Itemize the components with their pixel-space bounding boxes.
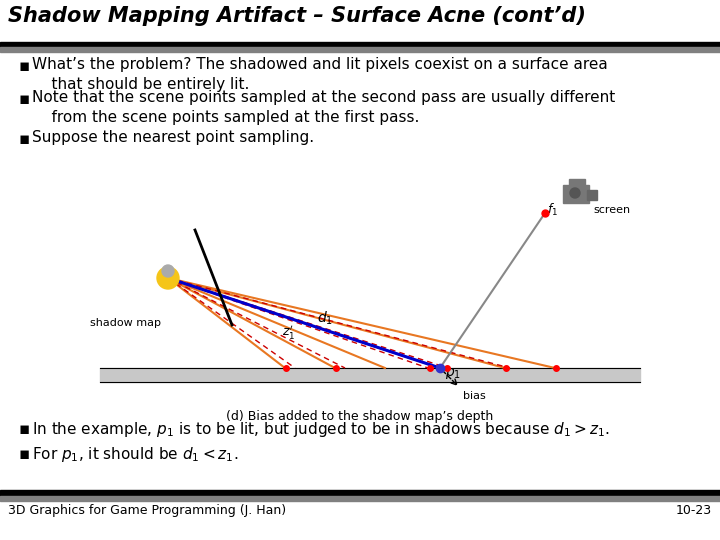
Text: $f_1$: $f_1$ [547, 202, 558, 218]
Bar [587, 190, 597, 200]
Bar [0, 42, 720, 47]
Text: Suppose the nearest point sampling.: Suppose the nearest point sampling. [32, 130, 314, 145]
Text: $d_1$: $d_1$ [318, 310, 333, 327]
Text: ▪: ▪ [18, 130, 30, 148]
Circle shape [157, 267, 179, 289]
Bar [0, 47, 720, 52]
Circle shape [570, 188, 580, 198]
Bar [563, 185, 589, 203]
Circle shape [162, 265, 174, 277]
Text: $z_1'$: $z_1'$ [282, 323, 295, 341]
Text: ▪: ▪ [18, 420, 30, 438]
Text: Note that the scene points sampled at the second pass are usually different
    : Note that the scene points sampled at th… [32, 90, 616, 125]
Text: Shadow Mapping Artifact – Surface Acne (cont’d): Shadow Mapping Artifact – Surface Acne (… [8, 6, 586, 26]
Bar [569, 179, 585, 186]
Text: $p_1$: $p_1$ [445, 366, 461, 381]
Text: For $p_1$, it should be $d_1 < z_1$.: For $p_1$, it should be $d_1 < z_1$. [32, 445, 238, 464]
Bar [0, 496, 720, 501]
Text: (d) Bias added to the shadow map’s depth: (d) Bias added to the shadow map’s depth [226, 410, 494, 423]
Text: In the example, $p_1$ is to be lit, but judged to be in shadows because $d_1 > z: In the example, $p_1$ is to be lit, but … [32, 420, 610, 439]
Text: ▪: ▪ [18, 90, 30, 108]
Text: ▪: ▪ [18, 445, 30, 463]
Text: What’s the problem? The shadowed and lit pixels coexist on a surface area
    th: What’s the problem? The shadowed and lit… [32, 57, 608, 92]
Text: 3D Graphics for Game Programming (J. Han): 3D Graphics for Game Programming (J. Han… [8, 504, 286, 517]
Bar [0, 490, 720, 496]
Text: bias: bias [463, 391, 486, 401]
Text: ▪: ▪ [18, 57, 30, 75]
Text: 10-23: 10-23 [676, 504, 712, 517]
Text: screen: screen [593, 205, 630, 215]
Text: shadow map: shadow map [90, 318, 161, 328]
Bar [100, 368, 640, 382]
